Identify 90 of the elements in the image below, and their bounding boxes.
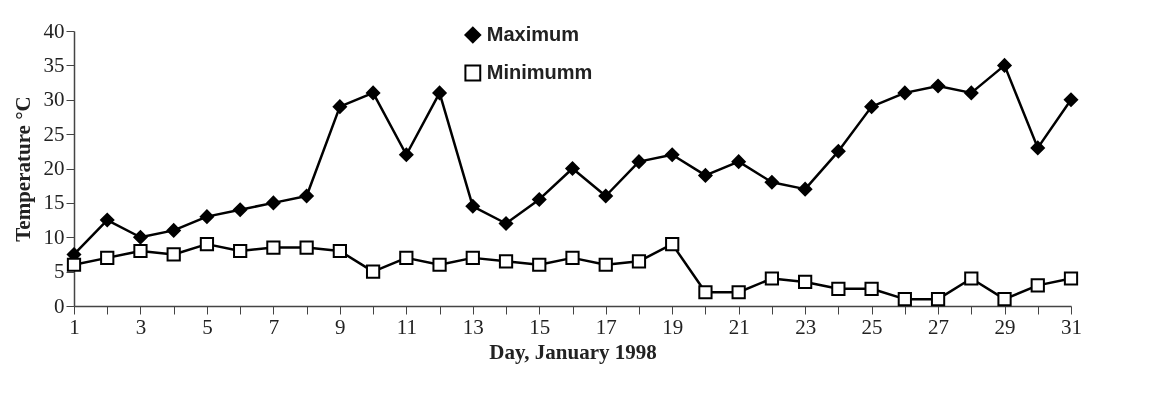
point <box>1030 140 1045 155</box>
point <box>698 168 713 183</box>
point <box>365 264 381 279</box>
point <box>997 292 1012 307</box>
point <box>598 188 613 204</box>
x-tick-label: 3 <box>135 314 147 339</box>
x-tick-label: 17 <box>595 314 617 339</box>
point <box>997 58 1012 73</box>
point <box>1063 271 1079 286</box>
point <box>133 230 148 245</box>
x-tick-label: 5 <box>202 314 213 339</box>
point <box>166 247 181 262</box>
point <box>665 237 680 252</box>
point <box>532 192 547 207</box>
point <box>1030 278 1045 293</box>
point <box>465 199 480 214</box>
point <box>100 212 115 228</box>
point <box>465 250 480 265</box>
point <box>897 292 912 307</box>
point <box>1063 92 1079 107</box>
point <box>864 99 879 114</box>
legend-label: Maximum <box>486 23 580 45</box>
point <box>798 182 813 197</box>
point <box>233 243 248 259</box>
point <box>831 144 846 159</box>
y-tick-label: 20 <box>43 156 65 180</box>
point <box>798 274 813 290</box>
x-tick-label: 31 <box>1061 314 1082 339</box>
point <box>665 147 680 162</box>
point <box>565 161 580 176</box>
point <box>731 285 746 300</box>
x-tick-label: 1 <box>69 314 80 339</box>
point <box>964 271 979 286</box>
y-tick-label: 0 <box>54 293 65 318</box>
point <box>532 257 547 272</box>
point <box>332 243 347 259</box>
point <box>66 257 82 272</box>
y-tick-label: 30 <box>43 87 65 112</box>
x-tick-label: 11 <box>396 314 417 339</box>
point <box>299 240 314 255</box>
point <box>199 209 215 224</box>
point <box>332 99 347 114</box>
x-tick-label: 29 <box>994 314 1016 339</box>
y-tick-label: 40 <box>43 18 65 43</box>
x-tick-label: 27 <box>928 314 950 339</box>
x-tick-label: 23 <box>795 314 817 339</box>
point <box>432 85 447 100</box>
point <box>133 243 148 259</box>
point <box>831 281 846 296</box>
point <box>498 216 514 231</box>
point <box>299 188 314 204</box>
point <box>698 285 713 300</box>
x-tick-label: 15 <box>529 314 551 339</box>
point <box>964 85 979 100</box>
point <box>399 147 414 162</box>
point <box>864 281 879 296</box>
x-tick-label: 9 <box>335 314 346 339</box>
x-tick-label: 21 <box>728 314 750 339</box>
x-tick-label: 25 <box>861 314 883 339</box>
point <box>764 271 780 286</box>
point <box>233 202 248 217</box>
y-axis-title: Temperature °C <box>10 96 35 242</box>
point <box>266 240 281 255</box>
point <box>399 250 414 265</box>
point <box>565 250 580 265</box>
x-axis-title: Day, January 1998 <box>489 339 657 364</box>
point <box>930 292 946 307</box>
legend-label: Minimumm <box>486 61 593 83</box>
point <box>897 85 912 100</box>
point <box>166 223 181 238</box>
point <box>100 250 115 265</box>
x-tick-label: 7 <box>268 314 280 339</box>
y-tick-label: 15 <box>43 190 65 215</box>
point <box>199 237 215 252</box>
y-tick-label: 35 <box>43 52 65 77</box>
y-tick-label: 10 <box>43 224 65 249</box>
y-tick-label: 25 <box>43 121 65 146</box>
point <box>598 257 613 272</box>
point <box>365 85 381 100</box>
point <box>764 175 780 190</box>
point <box>498 254 514 269</box>
x-tick-label: 13 <box>462 314 484 339</box>
point <box>631 154 647 169</box>
point <box>731 154 746 169</box>
y-tick-label: 5 <box>54 259 65 284</box>
point <box>432 257 447 272</box>
point <box>266 195 281 210</box>
point <box>930 78 946 94</box>
point <box>631 254 647 269</box>
x-tick-label: 19 <box>662 314 684 339</box>
